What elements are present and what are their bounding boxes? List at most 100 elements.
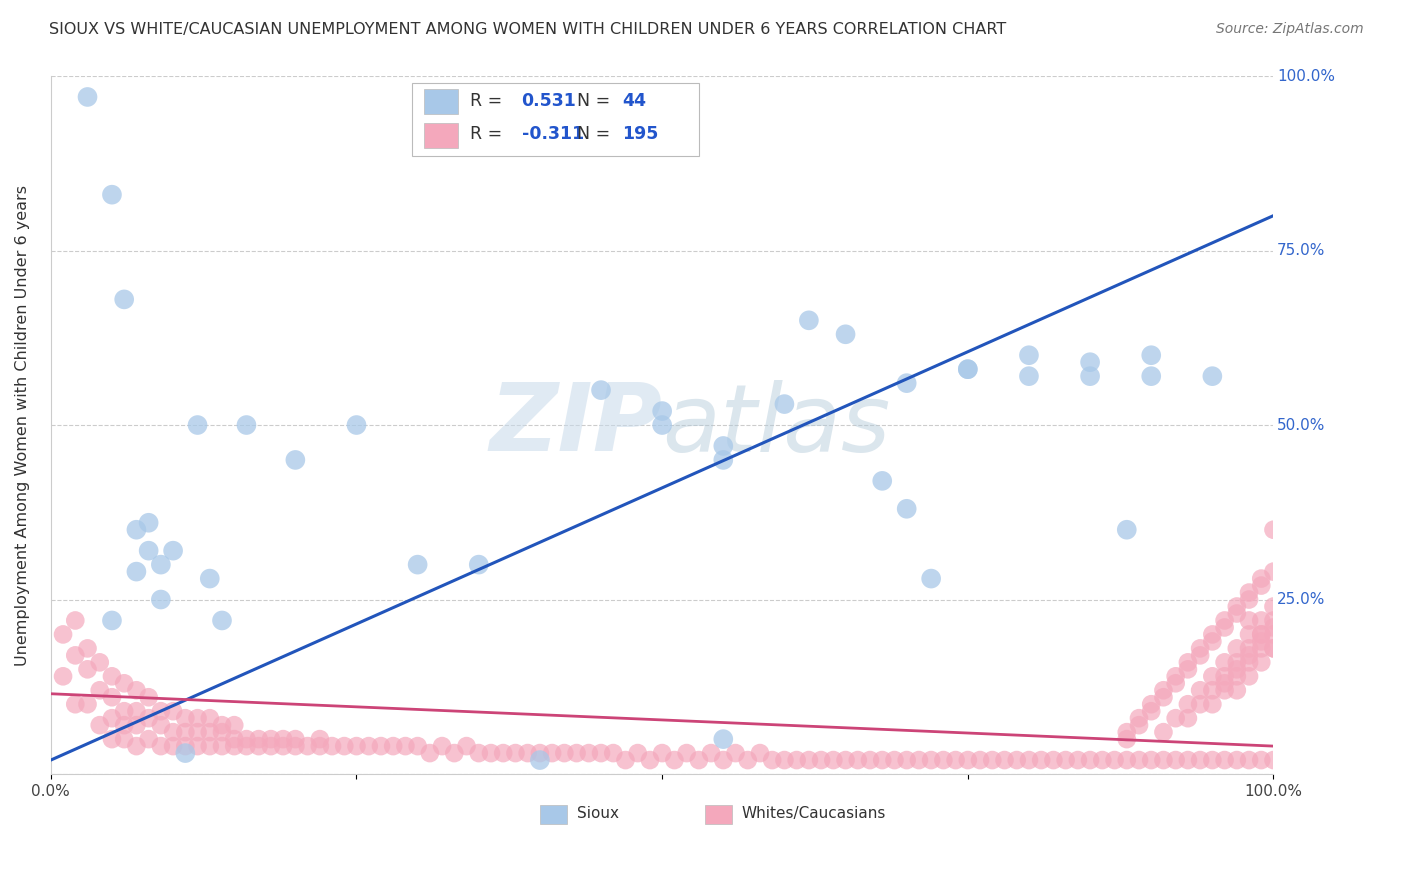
Point (224, 718, 246, 732)
Point (260, 732, 283, 747)
Point (125, 739, 148, 753)
Point (149, 739, 172, 753)
Point (138, 711, 160, 725)
Point (52, 627, 75, 641)
Point (896, 501, 918, 516)
Point (174, 739, 197, 753)
Point (1189, 753, 1212, 767)
Point (406, 558, 429, 572)
Text: 100.0%: 100.0% (1277, 69, 1336, 84)
Point (664, 753, 686, 767)
Point (1177, 662, 1199, 676)
Point (1189, 648, 1212, 663)
Point (908, 753, 931, 767)
Point (468, 746, 491, 760)
Point (1201, 697, 1223, 711)
Point (138, 516, 160, 530)
Text: Sioux: Sioux (576, 805, 619, 821)
Point (1164, 676, 1187, 690)
Point (112, 293, 135, 307)
Point (1140, 348, 1163, 362)
Text: R =: R = (470, 126, 508, 144)
Point (823, 753, 845, 767)
Point (589, 383, 612, 397)
Bar (423, 122, 458, 148)
Point (1042, 753, 1064, 767)
Point (896, 376, 918, 391)
Point (1201, 627, 1223, 641)
Point (76, 641, 98, 656)
Point (89, 718, 111, 732)
Point (1226, 669, 1249, 683)
Point (870, 474, 893, 488)
Point (981, 753, 1004, 767)
Point (638, 753, 661, 767)
Point (1115, 725, 1137, 739)
Point (797, 313, 820, 327)
Point (956, 362, 979, 376)
Point (1152, 683, 1174, 698)
Point (651, 417, 673, 432)
Point (1213, 614, 1236, 628)
Point (211, 614, 233, 628)
Point (101, 732, 124, 747)
Point (688, 753, 710, 767)
Point (321, 739, 343, 753)
Point (1189, 683, 1212, 698)
Point (761, 753, 783, 767)
Text: 75.0%: 75.0% (1277, 243, 1326, 258)
Point (1213, 753, 1236, 767)
Point (1226, 599, 1249, 614)
Point (174, 711, 197, 725)
Point (1164, 669, 1187, 683)
Point (1213, 620, 1236, 634)
Point (651, 746, 673, 760)
Point (1237, 656, 1260, 670)
Point (1250, 627, 1272, 641)
Point (565, 746, 588, 760)
Point (65, 648, 87, 663)
Point (1177, 711, 1199, 725)
Text: 44: 44 (621, 92, 645, 110)
Point (247, 732, 270, 747)
Point (125, 718, 148, 732)
Point (297, 739, 319, 753)
Point (125, 704, 148, 718)
Text: R =: R = (470, 92, 508, 110)
Point (101, 187, 124, 202)
Point (920, 753, 942, 767)
Bar (704, 805, 733, 824)
Point (896, 753, 918, 767)
Point (112, 718, 135, 732)
Point (89, 683, 111, 698)
Point (162, 704, 184, 718)
Point (443, 746, 465, 760)
Point (810, 753, 832, 767)
Point (797, 753, 820, 767)
Point (1140, 697, 1163, 711)
Point (773, 397, 796, 411)
Point (1237, 648, 1260, 663)
Point (1177, 656, 1199, 670)
Point (346, 417, 368, 432)
Point (492, 746, 515, 760)
Y-axis label: Unemployment Among Women with Children Under 6 years: Unemployment Among Women with Children U… (15, 185, 30, 665)
Point (1128, 753, 1150, 767)
Point (846, 753, 869, 767)
Point (1201, 683, 1223, 698)
Bar (540, 805, 567, 824)
Point (945, 753, 967, 767)
Text: N =: N = (576, 92, 616, 110)
Point (834, 327, 856, 342)
Point (162, 543, 184, 558)
Point (1250, 578, 1272, 592)
Point (1237, 641, 1260, 656)
Point (419, 746, 441, 760)
Point (370, 739, 392, 753)
Point (711, 732, 734, 747)
Text: Source: ZipAtlas.com: Source: ZipAtlas.com (1216, 22, 1364, 37)
Point (1078, 753, 1101, 767)
Point (1164, 753, 1187, 767)
Point (162, 725, 184, 739)
Point (211, 725, 233, 739)
